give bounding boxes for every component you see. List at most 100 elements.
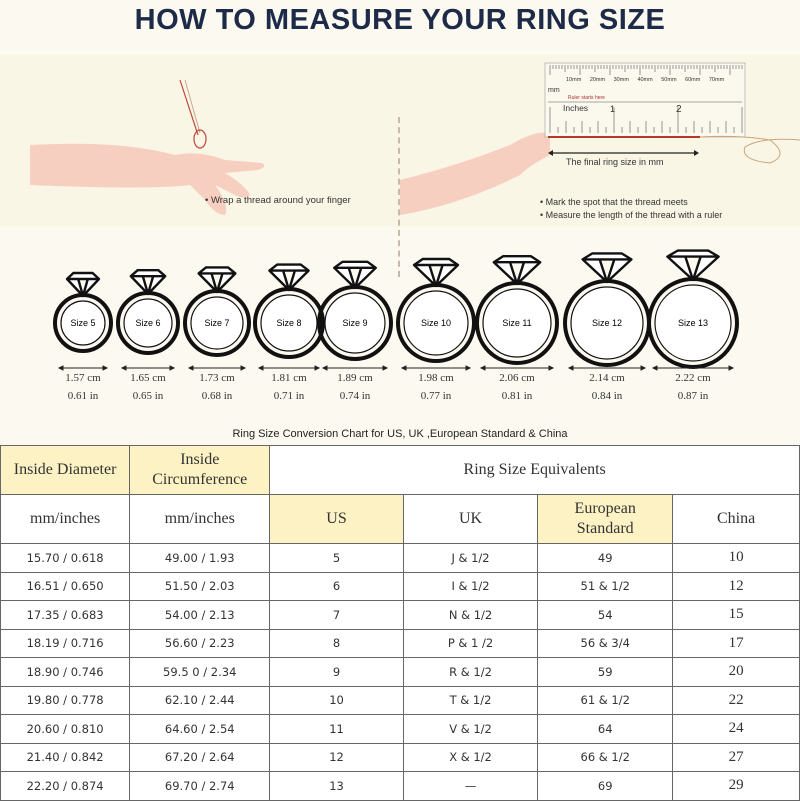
diamond-icon <box>129 269 167 296</box>
table-row: 16.51 / 0.650 51.50 / 2.03 6 I & 1/2 51 & 1/… <box>0 571 800 601</box>
cell-china: 27 <box>672 742 800 772</box>
cell-uk: V & 1/2 <box>402 714 539 744</box>
cell-diameter: 18.19 / 0.716 <box>0 628 131 658</box>
cell-uk: R & 1/2 <box>402 657 539 687</box>
cell-diameter: 22.20 / 0.874 <box>0 771 131 801</box>
cell-uk: — <box>402 771 539 801</box>
ring-inner <box>324 292 386 354</box>
ring-in: 0.65 in <box>132 390 164 402</box>
table-row: 22.20 / 0.874 69.70 / 2.74 13—69 29 <box>0 771 800 801</box>
cell-european: 66 & 1/2 <box>537 742 674 772</box>
cell-european: 61 & 1/2 <box>537 685 674 715</box>
cell-european: 59 <box>537 657 674 687</box>
cell-china: 22 <box>672 685 800 715</box>
cell-uk: T & 1/2 <box>402 685 539 715</box>
divider <box>398 117 400 277</box>
ring-cm: 2.06 cm <box>499 372 535 384</box>
ring-label: Size 5 <box>70 318 95 328</box>
cell-us: 6 <box>269 571 404 601</box>
cell-european: 51 & 1/2 <box>537 571 674 601</box>
width-arrow <box>257 365 321 371</box>
diamond-icon <box>412 257 460 288</box>
ring-inner <box>570 286 644 360</box>
ring-label: Size 12 <box>592 318 622 328</box>
ring-in: 0.81 in <box>501 390 533 402</box>
ring-inner <box>60 300 106 346</box>
cell-us: 13 <box>269 771 404 801</box>
ring-in: 0.87 in <box>677 390 709 402</box>
ring-in: 0.74 in <box>339 390 371 402</box>
cell-us: 12 <box>269 742 404 772</box>
cell-diameter: 20.60 / 0.810 <box>0 714 131 744</box>
cell-circumference: 64.60 / 2.54 <box>129 714 271 744</box>
cell-circumference: 49.00 / 1.93 <box>129 543 271 573</box>
width-arrow <box>651 365 735 371</box>
cell-diameter: 21.40 / 0.842 <box>0 742 131 772</box>
ring-in: 0.61 in <box>67 390 99 402</box>
cell-uk: X & 1/2 <box>402 742 539 772</box>
width-arrow <box>400 365 472 371</box>
cell-china: 29 <box>672 771 800 801</box>
diamond-icon <box>333 260 377 290</box>
cell-diameter: 19.80 / 0.778 <box>0 685 131 715</box>
ruler-inch-tick-1: 1 <box>610 104 616 114</box>
table-row: 21.40 / 0.842 67.20 / 2.64 12 X & 1/2 66 & 1… <box>0 742 800 772</box>
ruler-mm-label: mm <box>548 87 560 94</box>
ring-label: Size 8 <box>276 318 301 328</box>
cell-circumference: 54.00 / 2.13 <box>129 600 271 630</box>
cell-circumference: 69.70 / 2.74 <box>129 771 271 801</box>
hand-ruler-illustration <box>400 62 800 215</box>
header-units-diameter: mm/inches <box>0 494 131 544</box>
table-row: 19.80 / 0.778 62.10 / 2.44 10 T & 1/2 61 & 1… <box>0 685 800 715</box>
diamond-icon <box>666 249 720 282</box>
ring-cm: 2.22 cm <box>675 372 711 384</box>
cell-uk: N & 1/2 <box>402 600 539 630</box>
cell-european: 69 <box>537 771 674 801</box>
ring-11: Size 11 <box>475 255 559 371</box>
width-arrow <box>120 365 176 371</box>
cell-us: 7 <box>269 600 404 630</box>
cell-diameter: 15.70 / 0.618 <box>0 543 131 573</box>
ring-inner <box>123 298 173 348</box>
ring-6: Size 6 <box>116 269 180 371</box>
ruler-inch-tick-2: 2 <box>676 104 682 115</box>
cell-china: 12 <box>672 571 800 601</box>
width-arrow <box>479 365 555 371</box>
table-row: 18.19 / 0.716 56.60 / 2.23 8 P & 1 /2 56 & 3… <box>0 628 800 658</box>
cell-us: 11 <box>269 714 404 744</box>
instructions-panel: • Wrap a thread around your finger 10mm … <box>0 55 800 277</box>
diamond-icon <box>492 255 542 286</box>
ring-in: 0.77 in <box>420 390 452 402</box>
diamond-icon <box>581 252 633 284</box>
cell-circumference: 67.20 / 2.64 <box>129 742 271 772</box>
ring-cm: 1.98 cm <box>418 372 454 384</box>
ring-label: Size 7 <box>204 318 229 328</box>
table-title: Ring Size Conversion Chart for US, UK ,E… <box>232 428 568 440</box>
cell-european: 56 & 3/4 <box>537 628 674 658</box>
ring-inner <box>482 288 552 358</box>
cell-uk: P & 1 /2 <box>402 628 539 658</box>
table-row: 18.90 / 0.746 59.5 0 / 2.34 9 R & 1/2 59 20 <box>0 657 800 687</box>
width-arrow <box>321 365 389 371</box>
width-arrow <box>567 365 647 371</box>
ring-cm: 2.14 cm <box>589 372 625 384</box>
table-row: 17.35 / 0.683 54.00 / 2.13 7 N & 1/2 54 15 <box>0 600 800 630</box>
ring-cm: 1.57 cm <box>65 372 101 384</box>
header-ring-size-equivalents: Ring Size Equivalents <box>269 445 800 495</box>
ruler-mm-ticks: 10mm 20mm 30mm 40mm 50mm 60mm 70mm <box>566 77 725 83</box>
page-title: HOW TO MEASURE YOUR RING SIZE <box>134 4 666 36</box>
header-uk: UK <box>402 494 539 544</box>
cell-china: 17 <box>672 628 800 658</box>
ring-in: 0.84 in <box>591 390 623 402</box>
header-european: European Standard <box>537 494 674 544</box>
ring-8: Size 8 <box>253 263 325 371</box>
ring-9: Size 9 <box>317 260 393 371</box>
ring-label: Size 10 <box>421 318 451 328</box>
ring-12: Size 12 <box>563 252 651 371</box>
ring-7: Size 7 <box>183 266 251 371</box>
table-row: 15.70 / 0.618 49.00 / 1.93 5 J & 1/2 49 10 <box>0 543 800 573</box>
header-us: US <box>269 494 404 544</box>
ring-inner <box>190 296 244 350</box>
ring-label: Size 13 <box>678 318 708 328</box>
ring-in: 0.71 in <box>273 390 305 402</box>
